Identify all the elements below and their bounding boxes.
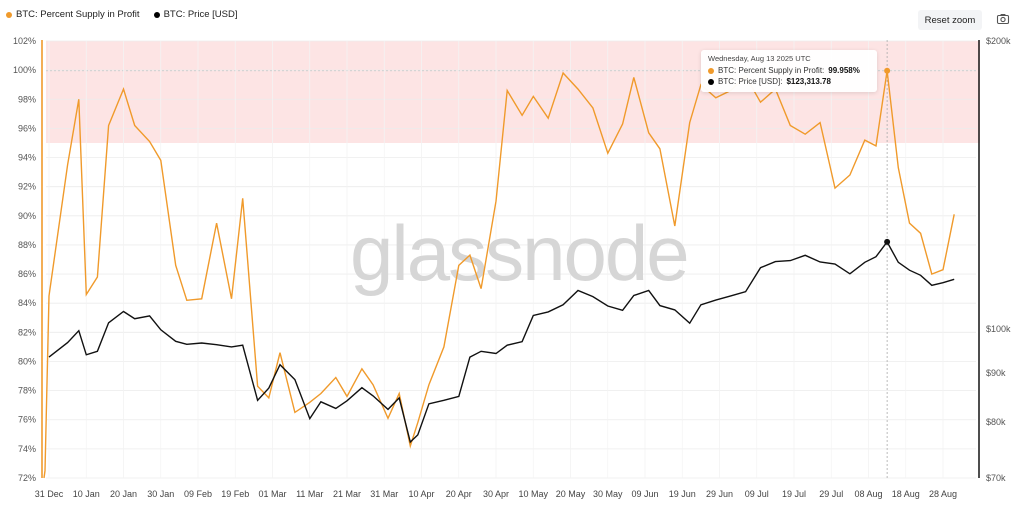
x-tick-label: 10 Jan (73, 489, 100, 499)
y2-tick-label: $100k (986, 324, 1011, 334)
y-tick-label: 102% (13, 36, 36, 46)
y2-tick-label: $70k (986, 473, 1006, 483)
price-hover-marker (884, 238, 891, 245)
x-tick-label: 20 Apr (446, 489, 472, 499)
orange-dot-icon (708, 67, 714, 74)
x-tick-label: 20 Jan (110, 489, 137, 499)
y-tick-label: 94% (18, 153, 36, 163)
y-tick-label: 76% (18, 415, 36, 425)
y-tick-label: 72% (18, 473, 36, 483)
x-tick-label: 21 Mar (333, 489, 361, 499)
x-tick-label: 09 Jun (631, 489, 658, 499)
y-tick-label: 96% (18, 123, 36, 133)
chart-legend: BTC: Percent Supply in Profit BTC: Price… (6, 9, 237, 20)
x-tick-label: 31 Mar (370, 489, 398, 499)
gridlines (46, 40, 976, 479)
x-tick-label: 30 May (593, 489, 623, 499)
black-dot-icon (153, 11, 160, 18)
legend-item-price[interactable]: BTC: Price [USD] (153, 9, 238, 20)
x-tick-label: 08 Aug (854, 489, 882, 499)
x-tick-label: 20 May (556, 489, 586, 499)
x-axis: 31 Dec 10 Jan 20 Jan 30 Jan 09 Feb 19 Feb 01 M… (35, 489, 957, 499)
y-tick-label: 88% (18, 240, 36, 250)
black-dot-icon (708, 78, 714, 85)
tooltip-date: Wednesday, Aug 13 2025 UTC (708, 54, 811, 63)
supply-hover-marker (884, 67, 891, 74)
tooltip-row-price: BTC: Price [USD]: $123,313.78 (708, 76, 870, 87)
price-line (48, 240, 955, 444)
reset-zoom-button[interactable]: Reset zoom (918, 10, 982, 30)
x-tick-label: 28 Aug (929, 489, 957, 499)
watermark-logo: glassnode (350, 209, 688, 297)
y2-tick-label: $200k (986, 36, 1011, 46)
legend-label: BTC: Price [USD] (163, 9, 238, 20)
tooltip-value: $123,313.78 (786, 77, 831, 86)
x-tick-label: 19 Jun (669, 489, 696, 499)
right-y-axis: $70k $80k $90k $100k $200k (986, 36, 1011, 483)
orange-dot-icon (6, 11, 12, 18)
y-tick-label: 98% (18, 94, 36, 104)
y2-tick-label: $90k (986, 368, 1006, 378)
tooltip-row-supply: BTC: Percent Supply in Profit: 99.958% (708, 65, 870, 76)
left-y-axis: 72% 74% 76% 78% 80% 82% 84% 86% 88% 90% 92% 94% 96% 9… (13, 36, 36, 483)
x-tick-label: 10 May (518, 489, 548, 499)
tooltip-value: 99.958% (828, 66, 860, 75)
x-tick-label: 09 Jul (745, 489, 769, 499)
x-tick-label: 19 Feb (221, 489, 249, 499)
y-tick-label: 74% (18, 444, 36, 454)
y2-tick-label: $80k (986, 417, 1006, 427)
x-tick-label: 30 Apr (483, 489, 509, 499)
x-tick-label: 09 Feb (184, 489, 212, 499)
x-tick-label: 01 Mar (258, 489, 286, 499)
y-tick-label: 78% (18, 386, 36, 396)
x-tick-label: 10 Apr (408, 489, 434, 499)
hover-tooltip: Wednesday, Aug 13 2025 UTC BTC: Percent … (701, 50, 877, 92)
legend-label: BTC: Percent Supply in Profit (16, 9, 140, 20)
x-tick-label: 18 Aug (892, 489, 920, 499)
y-tick-label: 82% (18, 327, 36, 337)
x-tick-label: 11 Mar (296, 489, 323, 499)
legend-item-supply-in-profit[interactable]: BTC: Percent Supply in Profit (6, 9, 140, 20)
y-tick-label: 92% (18, 182, 36, 192)
tooltip-label: BTC: Price [USD]: (718, 77, 783, 86)
tooltip-label: BTC: Percent Supply in Profit: (718, 66, 825, 75)
x-tick-label: 29 Jul (819, 489, 843, 499)
y-tick-label: 84% (18, 298, 36, 308)
y-tick-label: 86% (18, 269, 36, 279)
y-tick-label: 90% (18, 211, 36, 221)
x-tick-label: 29 Jun (706, 489, 733, 499)
camera-icon[interactable] (996, 12, 1010, 26)
x-tick-label: 30 Jan (147, 489, 174, 499)
supply-in-profit-line (43, 70, 955, 479)
y-tick-label: 80% (18, 356, 36, 366)
x-tick-label: 19 Jul (782, 489, 806, 499)
y-tick-label: 100% (13, 65, 36, 75)
x-tick-label: 31 Dec (35, 489, 64, 499)
